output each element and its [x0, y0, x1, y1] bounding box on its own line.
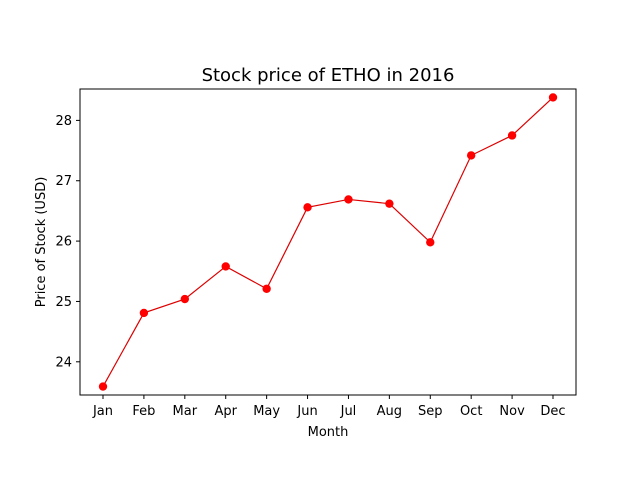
data-point [262, 284, 271, 293]
y-tick-label: 24 [55, 355, 72, 370]
data-point [139, 308, 149, 318]
x-tick-label: May [253, 404, 280, 419]
data-point [98, 382, 108, 391]
data-point [180, 294, 190, 304]
x-tick-label: Oct [460, 404, 482, 419]
x-tick-label: Jul [340, 404, 357, 419]
x-tick-label: Mar [173, 404, 198, 419]
data-point [507, 131, 517, 140]
chart-title: Stock price of ETHO in 2016 [202, 65, 455, 86]
x-axis: Jan Feb Mar Apr May Jun Jul Aug Sep Oct Nov Dec [92, 395, 566, 419]
plot-area [79, 88, 577, 396]
y-tick-label: 27 [55, 174, 72, 189]
data-point [385, 199, 394, 208]
data-point [426, 238, 435, 247]
series-line [102, 97, 554, 387]
x-axis-label: Month [308, 425, 349, 440]
y-tick-label: 28 [55, 114, 72, 129]
x-tick-label: Feb [132, 404, 155, 419]
series-layer [98, 93, 558, 391]
data-point [303, 203, 312, 212]
x-tick-label: Sep [418, 404, 443, 419]
y-axis: 24 25 26 27 28 [55, 114, 80, 370]
x-tick-label: Apr [214, 404, 237, 419]
x-tick-label: Dec [540, 404, 565, 419]
data-point [221, 262, 230, 271]
data-point [466, 151, 476, 160]
x-tick-label: Aug [377, 404, 402, 419]
x-tick-label: Jan [92, 404, 113, 419]
x-tick-label: Jun [296, 404, 317, 419]
data-point [548, 93, 558, 102]
y-axis-label: Price of Stock (USD) [34, 177, 49, 308]
y-tick-label: 25 [55, 295, 72, 310]
data-point [344, 195, 353, 204]
x-tick-label: Nov [499, 404, 525, 419]
y-tick-label: 26 [55, 235, 72, 250]
